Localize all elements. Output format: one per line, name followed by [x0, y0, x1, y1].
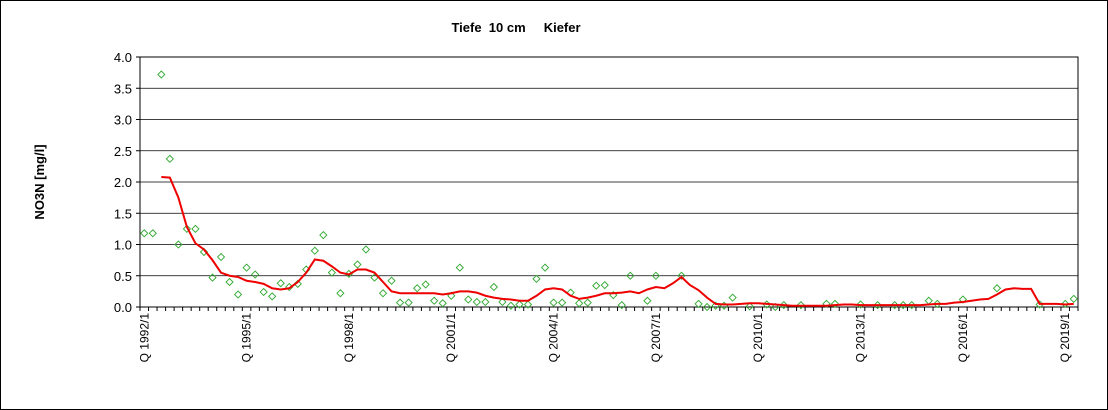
y-tick-label: 2.0: [114, 175, 132, 190]
y-tick-label: 2.5: [114, 144, 132, 159]
data-point: [208, 273, 217, 282]
data-point: [626, 271, 635, 280]
data-point: [353, 260, 362, 269]
x-tick-label: Q 2019/1: [1058, 313, 1072, 363]
data-point: [583, 298, 592, 307]
x-tick-label: Q 2004/1: [547, 313, 561, 363]
data-point: [233, 290, 243, 299]
x-tick-label: Q 2013/1: [854, 313, 868, 363]
data-point: [873, 300, 882, 310]
data-point: [523, 300, 533, 309]
data-point: [430, 296, 439, 305]
data-point: [242, 263, 251, 272]
trend-line: [161, 176, 1074, 307]
data-point: [216, 252, 226, 262]
data-point: [728, 293, 737, 302]
data-point: [515, 300, 524, 309]
data-point: [182, 224, 192, 234]
data-point: [472, 297, 481, 307]
data-point: [421, 280, 430, 289]
data-point: [830, 299, 840, 309]
data-point: [412, 284, 422, 293]
data-point: [702, 302, 712, 312]
data-point: [336, 289, 345, 298]
data-point: [771, 302, 780, 312]
data-point: [600, 280, 609, 290]
data-point: [498, 297, 507, 307]
data-point: [549, 298, 558, 307]
data-point: [378, 289, 388, 298]
data-point: [276, 279, 285, 288]
data-point: [557, 298, 567, 307]
y-tick-label: 3.0: [114, 113, 132, 128]
data-point: [822, 299, 831, 309]
data-point: [140, 229, 149, 238]
y-tick-label: 0.5: [114, 269, 132, 284]
data-point: [148, 229, 157, 238]
y-axis-label: NO3N [mg/l]: [32, 144, 47, 219]
y-tick-label: 0.0: [114, 300, 132, 315]
data-point: [225, 277, 234, 287]
data-point: [651, 271, 661, 280]
x-tick-label: Q 1998/1: [342, 313, 356, 363]
data-point: [481, 297, 490, 307]
data-point: [1069, 294, 1078, 304]
data-point: [268, 292, 277, 301]
data-point: [643, 296, 652, 305]
data-point: [327, 268, 337, 277]
data-point: [404, 298, 413, 307]
data-point: [464, 295, 473, 304]
data-point: [796, 300, 806, 310]
y-tick-label: 3.5: [114, 81, 132, 96]
data-point: [387, 276, 396, 285]
data-point: [592, 281, 601, 290]
y-tick-label: 1.0: [114, 238, 132, 253]
data-point: [250, 270, 260, 279]
data-point: [438, 299, 447, 308]
data-point: [259, 287, 268, 297]
data-point: [575, 299, 584, 308]
x-tick-label: Q 2010/1: [751, 313, 765, 363]
y-tick-label: 4.0: [114, 50, 132, 65]
data-point: [506, 301, 516, 310]
data-point: [540, 263, 550, 272]
data-point: [617, 300, 626, 310]
data-point: [992, 284, 1002, 293]
x-tick-label: Q 2016/1: [956, 313, 970, 363]
data-point: [890, 300, 899, 310]
data-point: [489, 282, 499, 292]
x-tick-label: Q 2007/1: [649, 313, 663, 363]
data-point: [191, 224, 200, 234]
data-point: [174, 240, 183, 249]
data-point: [532, 274, 541, 284]
data-point: [907, 300, 916, 310]
data-point: [745, 302, 754, 311]
data-point: [1061, 299, 1070, 309]
data-point: [310, 246, 319, 255]
data-point: [361, 245, 371, 254]
data-point: [933, 299, 942, 309]
data-point: [677, 271, 686, 280]
data-point: [856, 300, 865, 309]
data-point: [455, 263, 464, 272]
y-tick-label: 1.5: [114, 206, 132, 221]
data-point: [899, 300, 908, 310]
data-point: [157, 70, 166, 79]
data-point: [694, 299, 703, 309]
data-point: [319, 230, 328, 240]
data-point: [165, 154, 174, 164]
x-tick-label: Q 1992/1: [137, 313, 151, 363]
x-tick-label: Q 2001/1: [444, 313, 458, 363]
x-tick-label: Q 1995/1: [240, 313, 254, 363]
chart-title: Tiefe 10 cm Kiefer: [451, 20, 580, 35]
data-point: [395, 298, 405, 307]
